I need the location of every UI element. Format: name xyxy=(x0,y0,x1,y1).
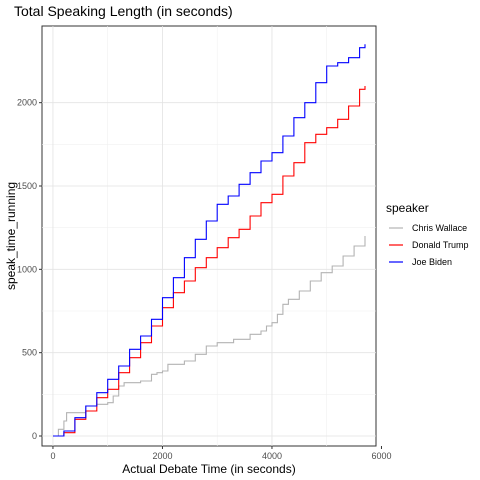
x-tick-label: 4000 xyxy=(262,451,282,461)
x-tick-label: 2000 xyxy=(152,451,172,461)
y-tick-label: 1000 xyxy=(17,264,37,274)
y-axis-title: speak_time_running xyxy=(4,182,18,290)
legend-label-donald-trump: Donald Trump xyxy=(412,240,469,250)
legend: speaker Chris Wallace Donald Trump Joe Bid… xyxy=(386,201,469,267)
chart-title: Total Speaking Length (in seconds) xyxy=(14,3,233,19)
x-axis-ticks: 0 2000 4000 6000 xyxy=(50,446,391,461)
legend-label-joe-biden: Joe Biden xyxy=(412,257,452,267)
grid xyxy=(42,26,376,446)
series-lines xyxy=(53,44,366,437)
x-axis-title: Actual Debate Time (in seconds) xyxy=(122,462,295,476)
series-line-joe-biden xyxy=(53,44,366,437)
plot-panel xyxy=(41,25,377,447)
y-tick-label: 1500 xyxy=(17,181,37,191)
series-line-chris-wallace xyxy=(53,236,366,437)
legend-title: speaker xyxy=(386,201,429,215)
y-tick-label: 0 xyxy=(32,431,37,441)
y-axis-ticks: 0 500 1000 1500 2000 xyxy=(17,98,42,441)
x-tick-label: 6000 xyxy=(371,451,391,461)
legend-label-chris-wallace: Chris Wallace xyxy=(412,223,467,233)
y-tick-label: 2000 xyxy=(17,98,37,108)
y-tick-label: 500 xyxy=(22,348,37,358)
x-tick-label: 0 xyxy=(50,451,55,461)
